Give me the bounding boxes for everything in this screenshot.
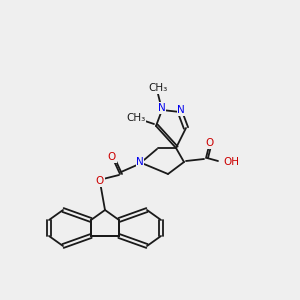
Text: N: N	[177, 105, 185, 115]
Text: CH₃: CH₃	[148, 83, 168, 93]
Text: OH: OH	[223, 157, 239, 167]
Text: CH₃: CH₃	[126, 113, 146, 123]
Text: O: O	[206, 138, 214, 148]
Text: N: N	[136, 157, 144, 167]
Text: O: O	[108, 152, 116, 162]
Text: N: N	[158, 103, 166, 113]
Text: O: O	[96, 176, 104, 186]
